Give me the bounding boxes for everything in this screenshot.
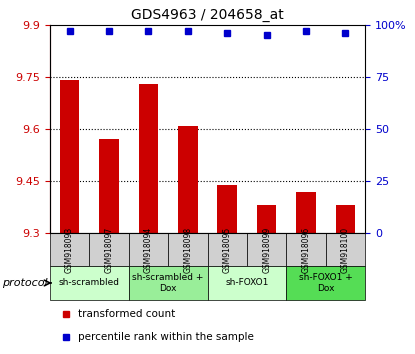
- FancyBboxPatch shape: [89, 233, 129, 266]
- Text: GSM918096: GSM918096: [302, 227, 310, 273]
- Text: sh-FOXO1 +
Dox: sh-FOXO1 + Dox: [299, 273, 353, 293]
- Text: sh-scrambled: sh-scrambled: [59, 279, 120, 287]
- FancyBboxPatch shape: [208, 266, 286, 299]
- FancyBboxPatch shape: [286, 233, 326, 266]
- Bar: [217, 184, 237, 233]
- FancyBboxPatch shape: [50, 266, 129, 299]
- Text: GSM918097: GSM918097: [105, 227, 113, 273]
- FancyBboxPatch shape: [129, 266, 208, 299]
- Text: GSM918099: GSM918099: [262, 227, 271, 273]
- Text: GSM918095: GSM918095: [223, 227, 232, 273]
- Bar: [60, 80, 79, 233]
- Text: GSM918094: GSM918094: [144, 227, 153, 273]
- FancyBboxPatch shape: [208, 233, 247, 266]
- FancyBboxPatch shape: [247, 233, 286, 266]
- Bar: [178, 126, 198, 233]
- Bar: [257, 205, 276, 233]
- Bar: [296, 192, 316, 233]
- FancyBboxPatch shape: [168, 233, 208, 266]
- Title: GDS4963 / 204658_at: GDS4963 / 204658_at: [131, 8, 284, 22]
- Text: protocol: protocol: [2, 278, 48, 288]
- Text: GSM918098: GSM918098: [183, 227, 192, 273]
- Text: GSM918093: GSM918093: [65, 227, 74, 273]
- Text: GSM918100: GSM918100: [341, 227, 350, 273]
- Bar: [139, 84, 158, 233]
- Bar: [336, 205, 355, 233]
- Text: sh-FOXO1: sh-FOXO1: [225, 279, 269, 287]
- FancyBboxPatch shape: [129, 233, 168, 266]
- FancyBboxPatch shape: [286, 266, 365, 299]
- Text: sh-scrambled +
Dox: sh-scrambled + Dox: [132, 273, 204, 293]
- Text: transformed count: transformed count: [78, 309, 176, 319]
- Text: percentile rank within the sample: percentile rank within the sample: [78, 332, 254, 342]
- Bar: [99, 139, 119, 233]
- FancyBboxPatch shape: [326, 233, 365, 266]
- FancyBboxPatch shape: [50, 233, 89, 266]
